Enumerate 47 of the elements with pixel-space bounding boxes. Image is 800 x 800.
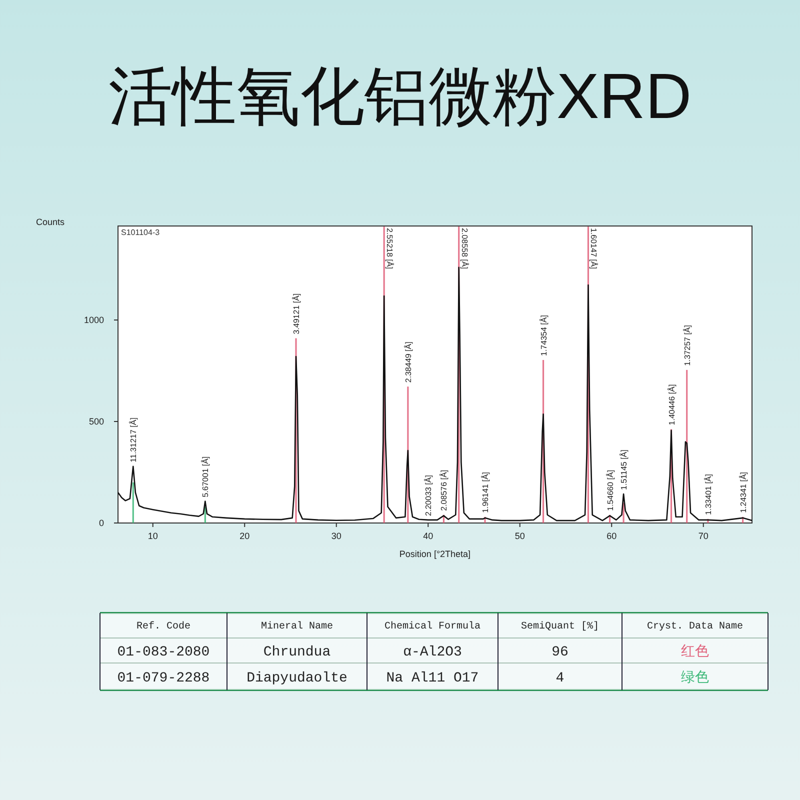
annotation: 1.51145 [Å]	[620, 450, 629, 490]
y-tick-label: 1000	[84, 314, 104, 325]
annotation: 1.96141 [Å]	[481, 472, 490, 513]
annotation: 2.08558 [Å]	[460, 228, 469, 269]
y-tick-label: 0	[98, 518, 104, 528]
text: Mineral Name	[260, 620, 334, 632]
chart-title: 活性氧化铝微粉XRD	[108, 60, 692, 132]
x-tick-label: 30	[331, 531, 342, 541]
x-tick-label: 60	[606, 531, 617, 541]
annotation: 1.33401 [Å]	[704, 474, 713, 515]
y-axis-title: Counts	[36, 217, 66, 227]
annotation: 1.54660 [Å]	[606, 470, 615, 511]
text: 01-083-2080	[117, 644, 210, 660]
line-series	[117, 266, 753, 522]
text: Chemical Formula	[384, 620, 481, 632]
text: 红色	[681, 644, 709, 660]
annotation: 3.49121 [Å]	[292, 293, 301, 334]
annotation: 11.31217 [Å]	[129, 418, 138, 462]
x-tick-label: 50	[514, 531, 525, 541]
text: SemiQuant [%]	[520, 620, 600, 632]
text: Diapyudaolte	[246, 670, 348, 686]
text: Ref. Code	[136, 620, 191, 632]
annotation: 2.08576 [Å]	[440, 470, 449, 511]
annotation: 1.37257 [Å]	[682, 325, 692, 366]
x-axis-title: Position [°2Theta]	[399, 549, 471, 559]
text: Na Al11 O17	[386, 670, 479, 686]
x-tick-label: 20	[240, 531, 250, 541]
text: 96	[552, 644, 568, 660]
annotation: 1.40446 [Å]	[667, 384, 676, 426]
text: 01-079-2288	[117, 670, 210, 686]
x-tick-label: 10	[148, 531, 158, 541]
annotation: 2.38449 [Å]	[404, 342, 413, 383]
text: α-Al2O3	[403, 644, 462, 660]
annotation: 5.67001 [Å]	[201, 456, 210, 498]
annotation: 2.55218 [Å]	[385, 228, 394, 269]
annotation: 1.74354 [Å]	[539, 315, 548, 356]
text: 绿色	[681, 670, 709, 686]
y-tick-label: 500	[88, 416, 104, 426]
chart-subtitle: S101104-3	[121, 228, 160, 237]
x-tick-label: 40	[423, 531, 434, 541]
annotation: 1.24341 [Å]	[738, 472, 748, 513]
text: 4	[556, 670, 564, 686]
text: Cryst. Data Name	[646, 622, 744, 632]
annotation: 2.20033 [Å]	[424, 475, 434, 516]
text: Chrundua	[263, 644, 331, 660]
x-tick-label: 70	[698, 531, 708, 541]
annotation: 1.60147 [Å]	[589, 228, 598, 269]
